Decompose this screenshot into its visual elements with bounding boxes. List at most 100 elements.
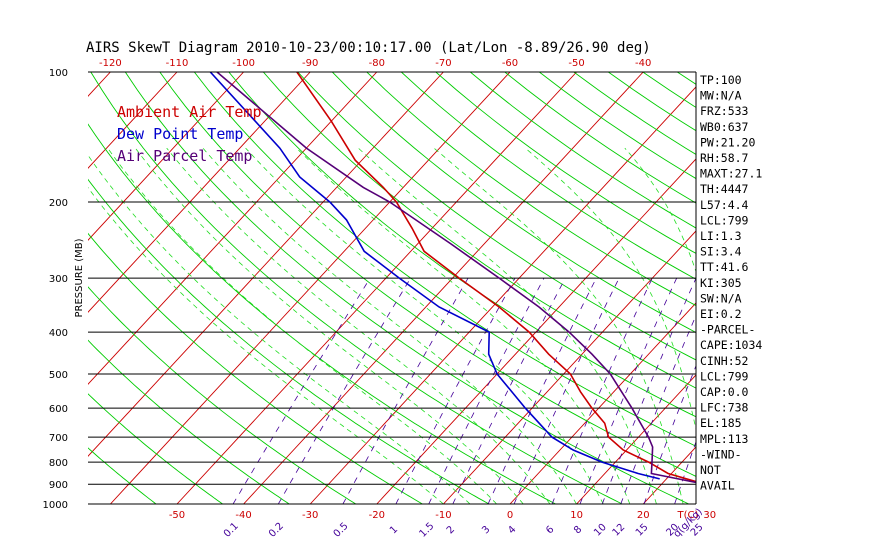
dry-adiabat-line (88, 339, 290, 504)
bottom-temperature-tick-label: 0 (507, 510, 513, 521)
mixing-ratio-line (342, 277, 469, 504)
mixing-ratio-tick-label: 6 (544, 524, 556, 536)
dry-adiabat-line (470, 72, 696, 229)
mixing-ratio-line (452, 277, 566, 504)
stability-index-label: L57:4.4 (700, 198, 749, 212)
bottom-temperature-tick-label: -20 (369, 510, 385, 521)
bottom-temperature-tick-label: -10 (435, 510, 451, 521)
mixing-ratio-line (601, 277, 696, 504)
mixing-ratio-line (487, 277, 597, 504)
dry-adiabat-line (88, 286, 357, 504)
mixing-ratio-line (620, 314, 696, 504)
mixing-ratio-tick-label: 12 (611, 522, 628, 539)
dewpoint-curve (209, 72, 660, 480)
stability-index-label: SI:3.4 (700, 245, 742, 259)
stability-index-label: LFC:738 (700, 401, 749, 415)
isotherm-line (576, 374, 696, 504)
moist-adiabat-line (107, 147, 497, 504)
dry-adiabat-line (504, 72, 696, 204)
mixing-ratio-line (513, 277, 620, 504)
dry-adiabat-line (262, 72, 696, 389)
isotherm-line (88, 72, 378, 385)
mixing-ratio-line (277, 277, 411, 504)
pressure-tick-label: 500 (49, 370, 68, 381)
mixing-ratio-tick-label: 0.5 (332, 521, 351, 540)
stability-index-label: CAP:0.0 (700, 385, 749, 399)
dry-adiabat-line (88, 232, 423, 504)
dry-adiabat-line (815, 72, 870, 504)
plot-area (0, 72, 870, 504)
isotherm-line (88, 72, 244, 241)
mixing-ratio-line (752, 278, 826, 504)
stability-index-label: LCL:799 (700, 369, 749, 383)
chart-title: AIRS SkewT Diagram 2010-10-23/00:10:17.0… (86, 40, 651, 56)
isotherm-line (376, 158, 696, 504)
dry-adiabat-line (228, 72, 696, 418)
dry-adiabat-line (366, 72, 696, 307)
stability-index-label: CAPE:1034 (700, 338, 762, 352)
stability-index-label: EL:185 (700, 416, 742, 430)
stability-index-label: MAXT:27.1 (700, 167, 762, 181)
moist-adiabat-line (134, 147, 524, 504)
stability-index-label: CINH:52 (700, 354, 748, 368)
top-temperature-tick-label: -50 (568, 58, 584, 69)
bottom-temperature-tick-label: 30 (703, 510, 716, 521)
legend-item: Air Parcel Temp (117, 147, 252, 165)
stability-index-label: NOT (700, 463, 721, 477)
mixing-ratio-tick-label: 1.5 (417, 521, 436, 540)
stability-index-label: -WIND- (700, 447, 742, 461)
stability-index-label: LI:1.3 (700, 229, 742, 243)
pressure-tick-label: 100 (49, 68, 68, 79)
legend-item: Ambient Air Temp (117, 103, 262, 121)
stability-index-label: MPL:113 (700, 432, 749, 446)
mixing-ratio-tick-label: 3 (480, 524, 492, 536)
pressure-tick-label: 400 (49, 328, 68, 339)
y-axis-label: PRESSURE (MB) (74, 238, 85, 317)
mixing-ratio-line (643, 364, 696, 504)
stability-index-label: TP:100 (700, 73, 742, 87)
moist-adiabat-line (245, 147, 604, 504)
dry-adiabat-line (90, 72, 623, 504)
isotherm-line (0, 72, 44, 504)
dry-adiabat-line (435, 72, 696, 254)
mixing-ratio-line (428, 277, 545, 504)
isotherm-line (642, 446, 696, 504)
isotherm-line (509, 302, 696, 504)
dry-adiabat-line (850, 72, 870, 504)
bottom-temperature-tick-label: -50 (169, 510, 185, 521)
dry-adiabat-line (88, 178, 490, 504)
moist-adiabat-line (525, 147, 696, 432)
moist-adiabat-line (296, 147, 631, 504)
legend: Ambient Air Temp Dew Point Temp Air Parcel… (117, 103, 262, 165)
dry-adiabat-line (781, 72, 870, 504)
parcel-curve (216, 72, 696, 484)
stability-index-label: TT:41.6 (700, 260, 749, 274)
bottom-temperature-tick-label: -40 (235, 510, 251, 521)
dry-adiabat-line (642, 72, 696, 108)
pressure-tick-label: 700 (49, 433, 68, 444)
dry-adiabat-line (400, 72, 696, 280)
isotherm-line (443, 230, 696, 504)
top-temperature-tick-label: -90 (302, 58, 318, 69)
top-temperature-tick-label: -60 (502, 58, 518, 69)
stability-index-label: SW:N/A (700, 291, 742, 305)
bottom-temperature-tick-label: -30 (302, 510, 318, 521)
pressure-tick-label: 300 (49, 274, 68, 285)
mixing-ratio-tick-label: 2 (445, 524, 457, 536)
legend-item: Dew Point Temp (117, 125, 243, 143)
top-temperature-tick-label: -70 (435, 58, 451, 69)
dry-adiabat-line (159, 72, 696, 477)
stability-index-label: WB0:637 (700, 120, 749, 134)
mixing-ratio-tick-label: 1 (388, 524, 400, 536)
stability-index-label: -PARCEL- (700, 323, 755, 337)
temperature-curve (296, 72, 696, 483)
bottom-temperature-tick-label: 20 (637, 510, 650, 521)
top-temperature-tick-label: -100 (232, 58, 255, 69)
bottom-temperature-tick-label: 10 (570, 510, 583, 521)
stability-index-label: AVAIL (700, 479, 735, 493)
top-temperature-tick-label: -40 (635, 58, 651, 69)
mixing-ratio-line (232, 277, 371, 504)
top-temperature-tick-label: -80 (369, 58, 385, 69)
